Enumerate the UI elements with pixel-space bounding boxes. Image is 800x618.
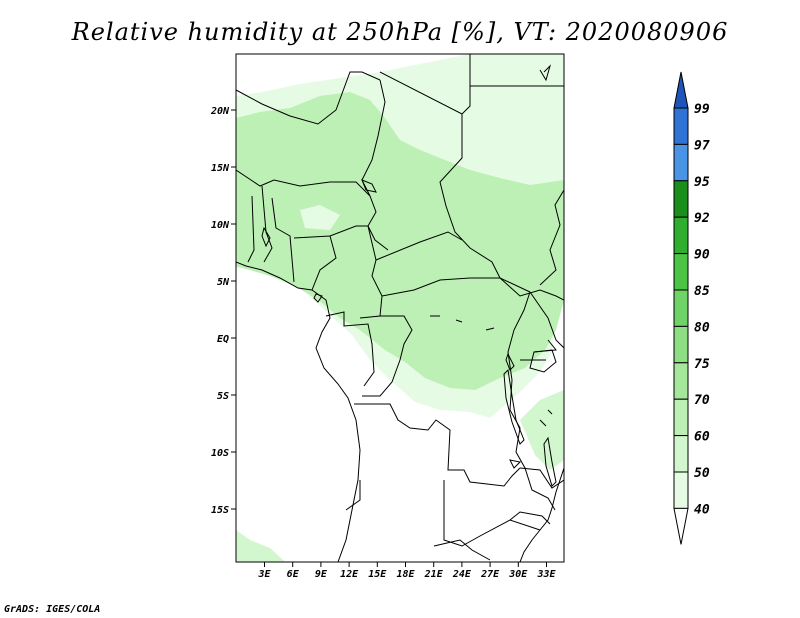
colorbar-bottom-arrow [673,507,689,545]
border-algeria-niger-libya [236,71,381,125]
border-chad-sudan [439,114,501,279]
colorbar-label: 95 [694,175,710,190]
border-zambia-zimbabwe [509,467,564,525]
colorbar-label: 60 [694,430,710,445]
colorbar-label: 70 [694,393,710,408]
border-south-sudan-uganda-kenya [499,277,564,361]
border-congo-drc [325,311,413,397]
colorbar-segment [673,471,689,509]
border-sahel-mali-niger [236,169,371,197]
colorbar-segment [673,362,689,400]
lon-label: 21E [424,569,444,580]
border-angola-south [345,480,541,561]
humidity-area-60 [236,92,564,390]
colorbar-segment [673,325,689,364]
lat-label: 15N [211,163,230,174]
colorbar-label: 99 [694,102,710,117]
map-frame [235,53,565,563]
humidity-gap-2 [470,112,545,140]
colorbar-label: 97 [694,138,710,153]
lake-malawi [543,436,557,487]
lat-label: 15S [211,505,229,516]
border-drc-east [507,291,556,511]
lat-label: 10N [211,220,230,231]
coastline-west-africa [236,261,361,562]
colorbar-label: 50 [694,466,710,481]
lake-tanganyika [503,368,525,445]
colorbar-label: 92 [694,211,710,226]
colorbar-segment [673,398,689,437]
colorbar: 99 97 95 92 90 85 80 75 70 60 50 40 [673,71,710,545]
colorbar-label: 80 [694,320,710,335]
border-angola [354,403,521,487]
colorbar-label: 85 [694,284,710,299]
humidity-shading [236,54,564,562]
colorbar-segment [673,216,689,255]
lat-label: EQ [217,334,229,345]
border-sudan-egypt-ne [469,54,552,86]
border-niger-chad [361,79,389,251]
border-cameroon-car [359,225,531,319]
colorbar-segment [673,180,689,218]
lon-label: 33E [536,569,556,580]
border-libya-egypt [379,71,564,115]
coastline-east-africa [519,467,564,562]
canary-island [539,409,553,427]
lon-label: 15E [368,569,387,580]
lat-label: 10S [211,448,229,459]
inland-water-2 [509,459,522,469]
lake-volta [261,226,271,248]
lake-kivu [505,352,515,371]
lon-label: 24E [452,569,472,580]
lon-label: 9E [315,569,328,580]
colorbar-label: 40 [694,502,710,517]
grads-credit: GrADS: IGES/COLA [4,604,101,615]
lon-label: 12E [340,569,359,580]
lat-label: 5S [217,391,229,402]
lon-label: 30E [508,569,528,580]
colorbar-segment [673,107,689,145]
lon-label: 27E [480,569,500,580]
latitude-axis: 20N 15N 10N 5N EQ 5S 10S 15S [210,106,236,516]
inland-water-1 [430,315,495,331]
colorbar-top-arrow [673,71,689,109]
colorbar-label: 75 [694,357,710,372]
lake-victoria [529,349,557,373]
country-boundaries [236,54,564,562]
colorbar-label: 90 [694,248,710,263]
border-nigeria [293,225,368,291]
lon-label: 6E [287,569,300,580]
map-title: Relative humidity at 250hPa [%], VT: 202… [71,18,729,46]
lat-label: 5N [217,277,230,288]
lon-label: 18E [396,569,415,580]
lon-label: 3E [257,569,271,580]
humidity-area-40-south [236,530,285,562]
longitude-axis: 3E 6E 9E 12E 15E 18E 21E 24E 27E 30E 33E [257,562,557,580]
colorbar-segment [673,253,689,291]
humidity-area-40-east [520,390,564,470]
lake-chad [361,179,377,193]
lat-label: 20N [210,106,230,117]
border-eastern-sudan [539,189,564,286]
colorbar-segment [673,435,689,473]
bioko-island [313,293,323,303]
colorbar-segment [673,289,689,327]
colorbar-segment [673,143,689,182]
humidity-gap-1 [300,205,340,230]
